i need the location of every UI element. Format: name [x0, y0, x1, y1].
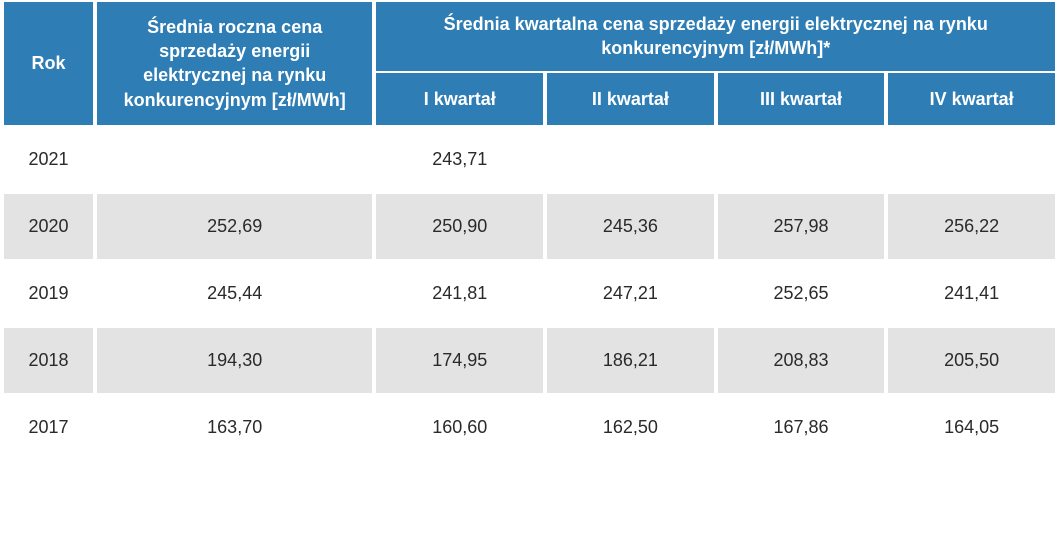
cell-year: 2017	[4, 395, 93, 460]
header-q2: II kwartał	[547, 73, 714, 125]
cell-annual: 245,44	[97, 261, 372, 326]
header-q1: I kwartał	[376, 73, 543, 125]
cell-q3: 257,98	[718, 194, 885, 259]
cell-q4: 241,41	[888, 261, 1055, 326]
table-row: 2017 163,70 160,60 162,50 167,86 164,05	[4, 395, 1055, 460]
cell-q4: 164,05	[888, 395, 1055, 460]
cell-annual: 194,30	[97, 328, 372, 393]
cell-q4: 205,50	[888, 328, 1055, 393]
cell-q2: 247,21	[547, 261, 714, 326]
cell-q2	[547, 127, 714, 192]
cell-q4: 256,22	[888, 194, 1055, 259]
cell-q3	[718, 127, 885, 192]
cell-year: 2020	[4, 194, 93, 259]
table-row: 2021 243,71	[4, 127, 1055, 192]
cell-q3: 252,65	[718, 261, 885, 326]
cell-q1: 241,81	[376, 261, 543, 326]
cell-q1: 160,60	[376, 395, 543, 460]
table-row: 2019 245,44 241,81 247,21 252,65 241,41	[4, 261, 1055, 326]
header-row-1: Rok Średnia roczna cena sprzedaży energi…	[4, 2, 1055, 71]
cell-q4	[888, 127, 1055, 192]
header-quarterly-group: Średnia kwartalna cena sprzedaży energii…	[376, 2, 1055, 71]
header-year: Rok	[4, 2, 93, 125]
energy-price-table: Rok Średnia roczna cena sprzedaży energi…	[0, 0, 1059, 462]
cell-year: 2018	[4, 328, 93, 393]
cell-q2: 162,50	[547, 395, 714, 460]
header-q4: IV kwartał	[888, 73, 1055, 125]
cell-year: 2019	[4, 261, 93, 326]
cell-q3: 208,83	[718, 328, 885, 393]
cell-annual: 163,70	[97, 395, 372, 460]
header-q3: III kwartał	[718, 73, 885, 125]
cell-q2: 186,21	[547, 328, 714, 393]
cell-q1: 243,71	[376, 127, 543, 192]
cell-q2: 245,36	[547, 194, 714, 259]
cell-year: 2021	[4, 127, 93, 192]
cell-annual	[97, 127, 372, 192]
header-annual: Średnia roczna cena sprzedaży energii el…	[97, 2, 372, 125]
table-row: 2020 252,69 250,90 245,36 257,98 256,22	[4, 194, 1055, 259]
cell-annual: 252,69	[97, 194, 372, 259]
cell-q1: 250,90	[376, 194, 543, 259]
cell-q3: 167,86	[718, 395, 885, 460]
table-row: 2018 194,30 174,95 186,21 208,83 205,50	[4, 328, 1055, 393]
cell-q1: 174,95	[376, 328, 543, 393]
